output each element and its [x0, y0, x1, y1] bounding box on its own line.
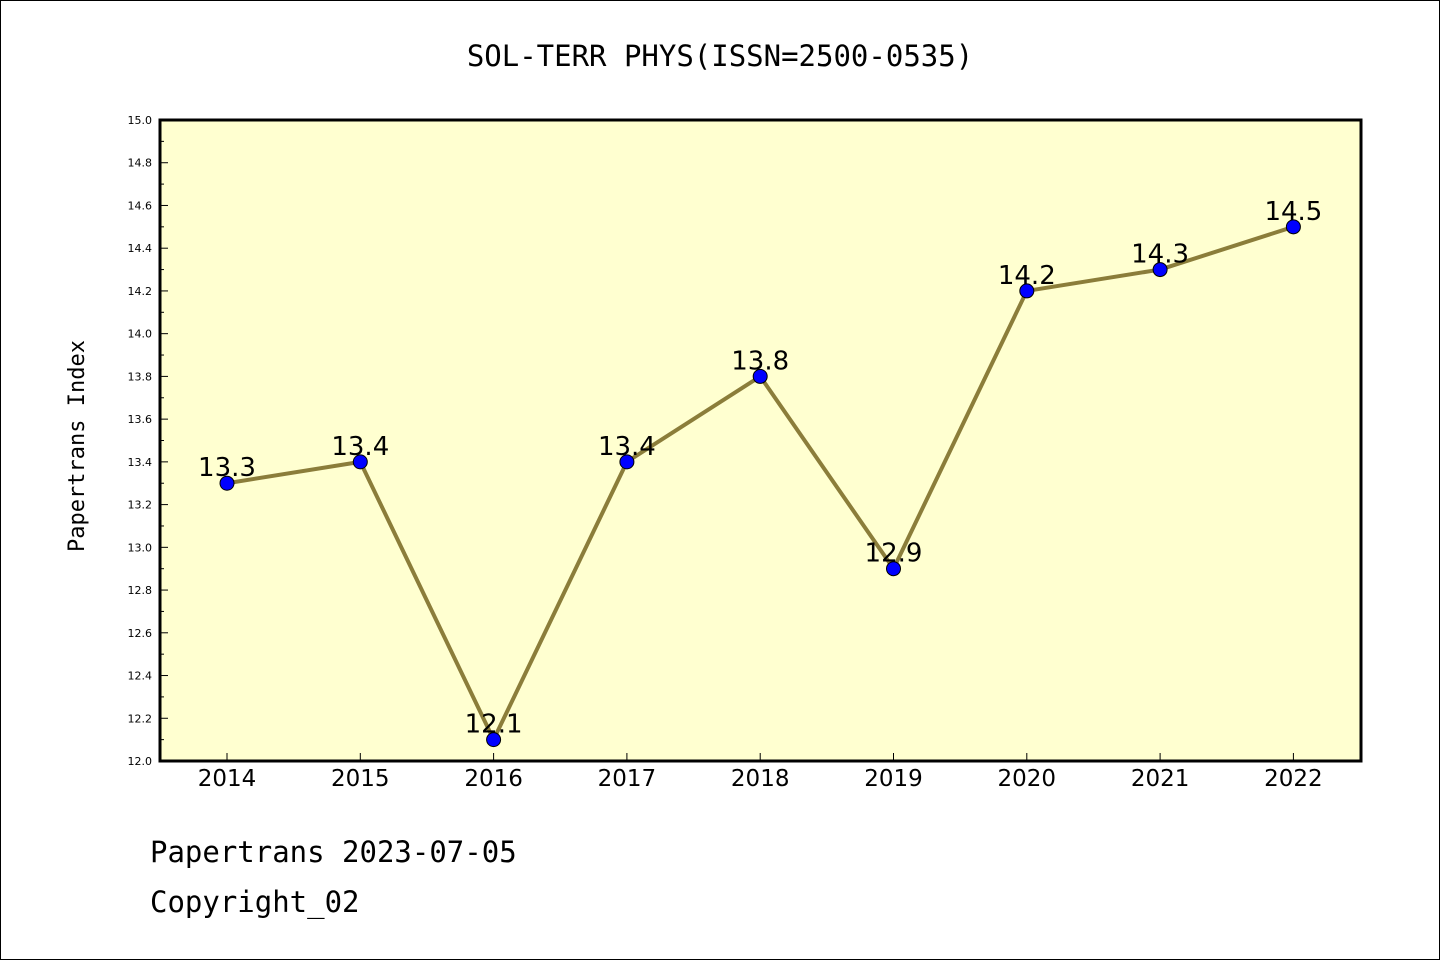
y-tick-label: 13.0 [128, 541, 153, 554]
data-label: 12.1 [465, 710, 523, 740]
data-label: 14.5 [1264, 197, 1322, 227]
data-label: 14.2 [998, 261, 1056, 291]
data-point [1152, 262, 1168, 278]
data-labels: 13.3 13.4 12.1 13.4 13.8 12.9 14.2 14.3 14.5 [198, 197, 1322, 740]
plot-area [160, 120, 1361, 761]
data-point [752, 368, 768, 384]
data-point [886, 561, 901, 577]
data-point [486, 732, 502, 748]
x-tick-label: 2021 [1131, 766, 1190, 792]
y-tick-label: 13.8 [128, 370, 153, 383]
y-tick-label: 15.0 [128, 114, 153, 127]
y-tick-label: 13.2 [128, 499, 153, 512]
x-tick-label: 2017 [598, 766, 657, 792]
plot-border [158, 118, 1363, 763]
data-points [219, 219, 1301, 748]
y-tick-label: 12.4 [128, 670, 153, 683]
y-tick-label: 13.6 [128, 413, 153, 426]
data-label: 13.4 [598, 432, 656, 462]
y-tick-label: 12.2 [128, 712, 153, 725]
x-tick-label: 2022 [1264, 766, 1323, 792]
y-tick-label: 12.6 [128, 627, 153, 640]
x-tick-label: 2019 [864, 766, 923, 792]
x-tick-label: 2020 [998, 766, 1057, 792]
x-tick-label: 2015 [331, 766, 390, 792]
data-point [1019, 283, 1035, 299]
data-point [1285, 219, 1301, 235]
data-point [619, 454, 635, 470]
x-tick-label: 2018 [731, 766, 790, 792]
y-tick-label: 12.8 [128, 584, 153, 597]
y-axis-ticks: 12.0 12.2 12.4 12.6 12.8 13.0 13.2 13.4 13.6 13.8… [128, 114, 168, 768]
y-tick-label: 14.4 [128, 242, 153, 255]
y-tick-label: 14.8 [128, 157, 153, 170]
data-label: 12.9 [865, 539, 923, 569]
data-point [219, 475, 235, 491]
data-label: 13.8 [731, 346, 789, 376]
chart-title: SOL-TERR PHYS(ISSN=2500-0535) [467, 39, 973, 73]
data-point [352, 454, 368, 470]
y-tick-label: 12.0 [128, 755, 153, 768]
y-tick-label: 14.2 [128, 285, 153, 298]
data-label: 13.4 [331, 432, 389, 462]
data-label: 13.3 [198, 453, 256, 483]
footer-copyright-text: Copyright_02 [150, 885, 360, 919]
y-tick-label: 14.0 [128, 328, 153, 341]
y-axis-label: Papertrans Index [65, 340, 90, 552]
data-label: 14.3 [1131, 240, 1189, 270]
x-tick-label: 2014 [198, 766, 257, 792]
y-tick-label: 14.6 [128, 199, 153, 212]
x-axis-ticks: 2014 2015 2016 2017 2018 2019 2020 2021 2022 [198, 753, 1323, 792]
x-tick-label: 2016 [464, 766, 523, 792]
y-tick-label: 13.4 [128, 456, 153, 469]
footer-date-text: Papertrans 2023-07-05 [150, 835, 517, 869]
